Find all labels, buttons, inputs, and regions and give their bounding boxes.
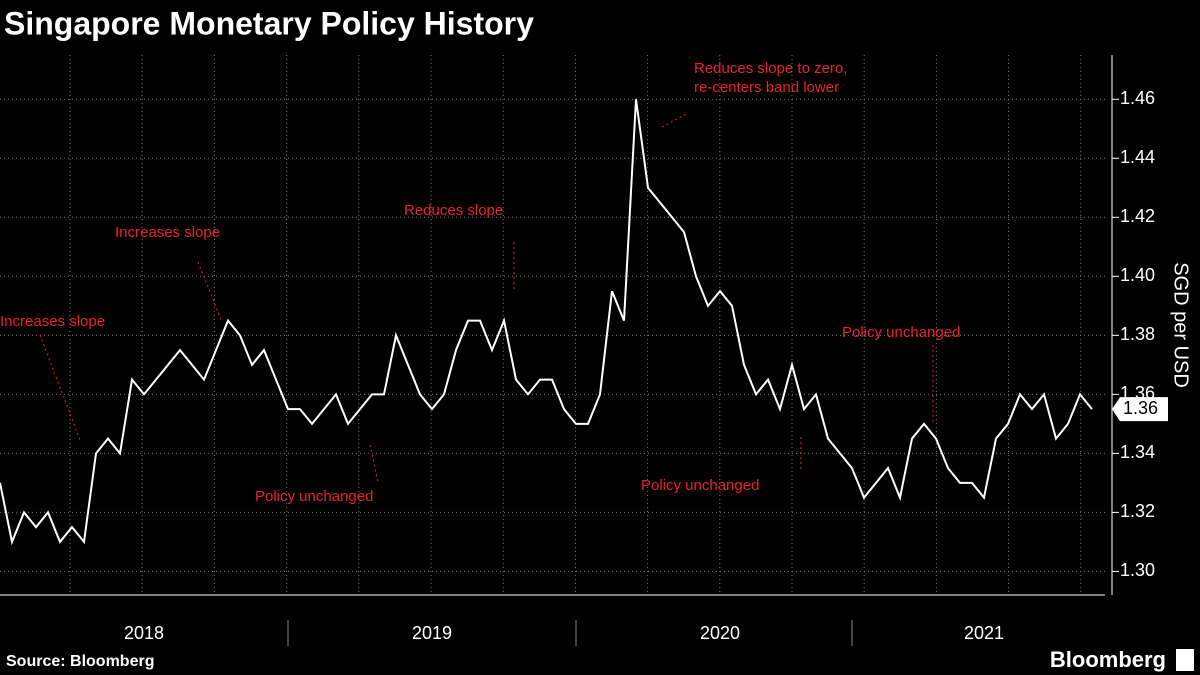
annotation: Policy unchanged xyxy=(255,488,373,505)
annotation: Increases slope xyxy=(115,224,220,241)
annotation: Increases slope xyxy=(0,313,105,330)
chart-title: Singapore Monetary Policy History xyxy=(4,5,534,41)
annotation: Policy unchanged xyxy=(641,477,759,494)
y-tick-label: 1.38 xyxy=(1120,324,1155,344)
y-tick-label: 1.30 xyxy=(1120,560,1155,580)
y-tick-label: 1.40 xyxy=(1120,265,1155,285)
annotation-leader xyxy=(197,261,223,323)
annotation: Reduces slope xyxy=(404,202,503,219)
annotation-leader xyxy=(39,334,81,441)
y-tick-label: 1.32 xyxy=(1120,501,1155,521)
x-tick-label: 2020 xyxy=(700,623,740,643)
y-tick-label: 1.46 xyxy=(1120,88,1155,108)
x-tick-label: 2019 xyxy=(412,623,452,643)
x-tick-label: 2021 xyxy=(964,623,1004,643)
annotation: Reduces slope to zero, xyxy=(694,60,847,77)
x-tick-label: 2018 xyxy=(124,623,164,643)
brand: Bloomberg xyxy=(1050,647,1166,672)
y-tick-label: 1.44 xyxy=(1120,147,1155,167)
value-label-box xyxy=(1112,397,1168,422)
value-label: 1.36 xyxy=(1123,398,1158,418)
brand-icon xyxy=(1176,649,1194,671)
source: Source: Bloomberg xyxy=(6,653,154,670)
y-tick-label: 1.42 xyxy=(1120,206,1155,226)
annotation: re-centers band lower xyxy=(694,79,839,96)
annotation-leader xyxy=(369,444,379,483)
y-axis-label: SGD per USD xyxy=(1170,262,1192,388)
line xyxy=(0,99,1093,546)
annotation: Policy unchanged xyxy=(842,324,960,341)
y-tick-label: 1.34 xyxy=(1120,442,1155,462)
